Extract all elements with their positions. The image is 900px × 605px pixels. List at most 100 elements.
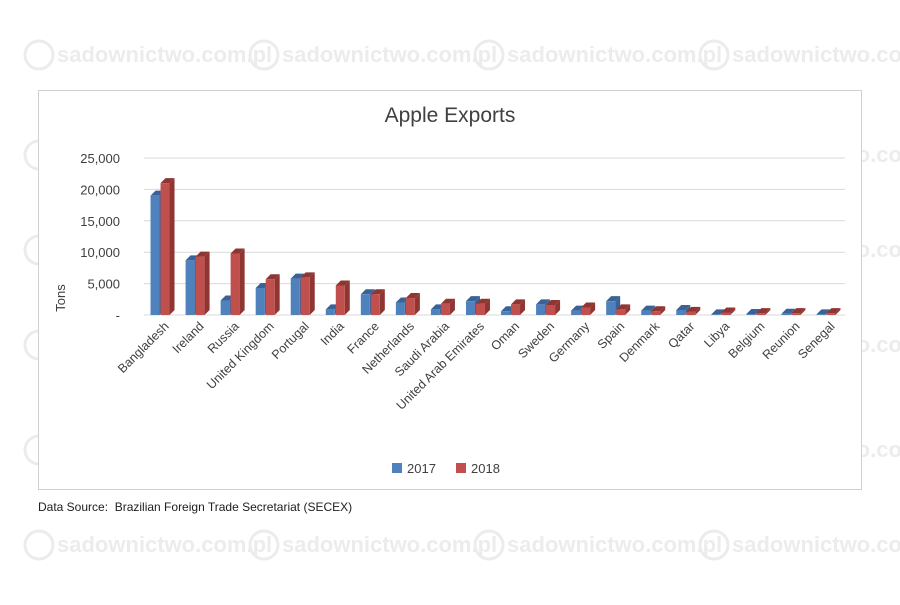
bar-front <box>255 287 265 315</box>
watermark-logo: sadownictwo.com.pl <box>698 529 900 561</box>
x-tick-label: Qatar <box>665 319 697 351</box>
bar-2018-france <box>370 289 385 315</box>
bar-side <box>309 272 315 315</box>
bar-top <box>511 299 526 305</box>
bar-top <box>781 308 796 314</box>
bar-top <box>686 306 701 312</box>
bar-side <box>765 308 771 315</box>
bar-2018-united-arab-emirates <box>475 298 490 315</box>
bar-side <box>835 308 841 315</box>
bar-side <box>169 178 175 315</box>
bar-top <box>300 272 315 278</box>
bar-2018-spain <box>616 304 631 315</box>
bar-front <box>686 311 696 315</box>
bar-side <box>695 306 701 315</box>
svg-text:sadownictwo.com.pl: sadownictwo.com.pl <box>507 42 722 67</box>
bar-top <box>265 274 280 280</box>
y-axis-ticks: - 5,000 10,000 15,000 20,000 25,000 <box>80 151 120 323</box>
bar-2018-qatar <box>686 306 701 315</box>
bar-side <box>730 307 736 315</box>
bar-front <box>721 312 731 315</box>
watermark-logo: sadownictwo.com.pl <box>248 39 497 71</box>
svg-text:sadownictwo.com.pl: sadownictwo.com.pl <box>282 532 497 557</box>
bar-front <box>501 311 511 315</box>
x-tick-label: Senegal <box>795 319 837 361</box>
data-source-note: Data Source: Brazilian Foreign Trade Sec… <box>38 500 353 514</box>
bar-front <box>546 304 556 315</box>
apple-exports-chart: Apple Exports - 5,000 10,000 15,000 20,000 25… <box>53 104 845 476</box>
bar-top <box>746 309 761 315</box>
bar-front <box>571 310 581 315</box>
svg-text:sadownictwo.com.pl: sadownictwo.com.pl <box>507 532 722 557</box>
bar-top <box>606 296 621 302</box>
y-tick-label: 20,000 <box>80 182 120 197</box>
bar-2018-sweden <box>546 299 561 315</box>
bar-top <box>360 289 375 295</box>
chart-frame: Apple Exports - 5,000 10,000 15,000 20,000 25… <box>38 90 862 490</box>
bar-front <box>150 195 160 315</box>
bar-side <box>344 280 350 315</box>
bar-top <box>290 273 305 279</box>
bar-front <box>395 302 405 315</box>
bar-top <box>711 309 726 315</box>
bar-2018-ireland <box>195 251 210 315</box>
chart-title: Apple Exports <box>385 104 516 127</box>
bar-2018-portugal <box>300 272 315 315</box>
x-tick-label: Ireland <box>170 319 207 356</box>
watermark-logo: sadownictwo.com.pl <box>698 39 900 71</box>
bar-front <box>676 309 686 315</box>
bar-side <box>484 298 490 315</box>
bar-top <box>791 308 806 314</box>
bar-front <box>335 285 345 315</box>
bar-side <box>590 302 596 315</box>
bar-side <box>520 299 526 315</box>
x-tick-label: Portugal <box>269 319 312 362</box>
bar-2018-germany <box>581 302 596 315</box>
bar-2018-denmark <box>651 306 666 315</box>
y-axis-title: Tons <box>53 284 68 312</box>
x-tick-label: Spain <box>595 319 628 352</box>
legend-label-2018: 2018 <box>471 461 500 476</box>
bar-front <box>405 298 415 315</box>
bar-front <box>711 314 721 315</box>
bar-top <box>826 308 841 314</box>
bar-front <box>290 278 300 315</box>
y-tick-label: 25,000 <box>80 151 120 166</box>
bar-top <box>571 305 586 311</box>
bar-2018-reunion <box>791 308 806 315</box>
bar-front <box>370 294 380 315</box>
bar-top <box>721 307 736 313</box>
bar-side <box>625 304 631 315</box>
bar-front <box>581 307 591 315</box>
x-tick-label: Bangladesh <box>115 319 172 376</box>
bar-top <box>465 296 480 302</box>
bar-side <box>449 298 455 315</box>
bar-front <box>195 256 205 315</box>
bar-side <box>555 299 561 315</box>
bar-2018-libya <box>721 307 736 315</box>
bar-front <box>616 309 626 315</box>
bar-top <box>581 302 596 308</box>
watermark-logo: sadownictwo.com.pl <box>473 529 722 561</box>
bar-front <box>651 311 661 315</box>
bar-top <box>816 309 831 315</box>
bar-2018-united-kingdom <box>265 274 280 315</box>
bar-2018-india <box>335 280 350 315</box>
legend-label-2017: 2017 <box>407 461 436 476</box>
y-tick-label: 5,000 <box>87 277 120 292</box>
bar-front <box>475 303 485 315</box>
bar-top <box>160 178 175 184</box>
bar-front <box>641 310 651 315</box>
x-tick-label: India <box>318 319 347 348</box>
bar-top <box>536 299 551 305</box>
bar-top <box>440 298 455 304</box>
bar-top <box>756 308 771 314</box>
bar-2018-senegal <box>826 308 841 315</box>
bar-front <box>265 279 275 315</box>
bar-front <box>160 183 170 315</box>
bar-side <box>239 248 245 315</box>
bar-top <box>616 304 631 310</box>
bar-side <box>274 274 280 315</box>
svg-text:sadownictwo.com.pl: sadownictwo.com.pl <box>732 42 900 67</box>
